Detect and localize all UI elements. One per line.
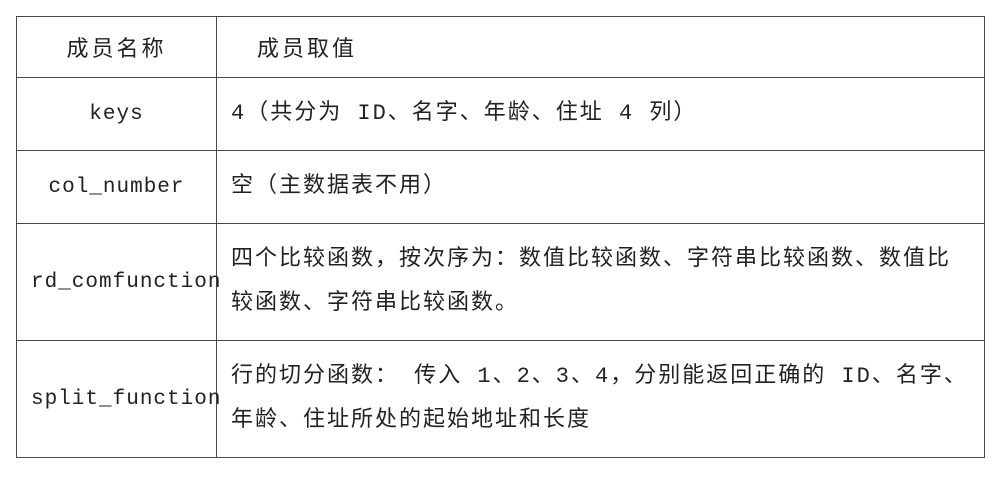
- member-value-cell: 四个比较函数，按次序为：数值比较函数、字符串比较函数、数值比较函数、字符串比较函…: [217, 224, 985, 341]
- column-header-name: 成员名称: [17, 17, 217, 78]
- table-row: rd_comfunction 四个比较函数，按次序为：数值比较函数、字符串比较函…: [17, 224, 985, 341]
- member-value-cell: 4（共分为 ID、名字、年龄、住址 4 列）: [217, 78, 985, 151]
- table-header-row: 成员名称 成员取值: [17, 17, 985, 78]
- member-value-cell: 行的切分函数： 传入 1、2、3、4，分别能返回正确的 ID、名字、年龄、住址所…: [217, 341, 985, 458]
- table-row: col_number 空（主数据表不用）: [17, 151, 985, 224]
- member-name-cell: rd_comfunction: [17, 224, 217, 341]
- member-name-cell: col_number: [17, 151, 217, 224]
- member-name-cell: keys: [17, 78, 217, 151]
- member-table: 成员名称 成员取值 keys 4（共分为 ID、名字、年龄、住址 4 列） co…: [16, 16, 985, 458]
- member-name-cell: split_function: [17, 341, 217, 458]
- table-row: split_function 行的切分函数： 传入 1、2、3、4，分别能返回正…: [17, 341, 985, 458]
- table-row: keys 4（共分为 ID、名字、年龄、住址 4 列）: [17, 78, 985, 151]
- member-value-cell: 空（主数据表不用）: [217, 151, 985, 224]
- column-header-value: 成员取值: [217, 17, 985, 78]
